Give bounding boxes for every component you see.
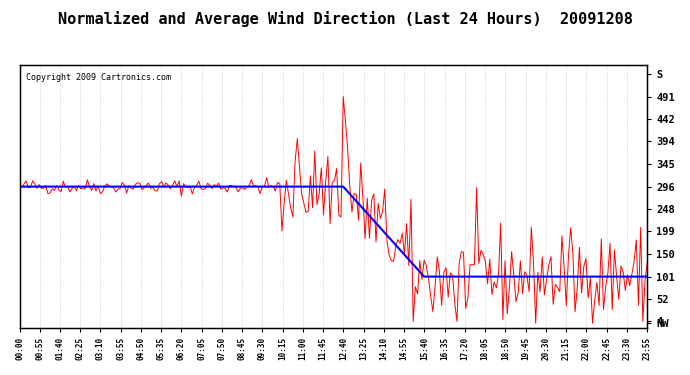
Text: Copyright 2009 Cartronics.com: Copyright 2009 Cartronics.com [26,73,171,82]
Text: Normalized and Average Wind Direction (Last 24 Hours)  20091208: Normalized and Average Wind Direction (L… [57,11,633,27]
